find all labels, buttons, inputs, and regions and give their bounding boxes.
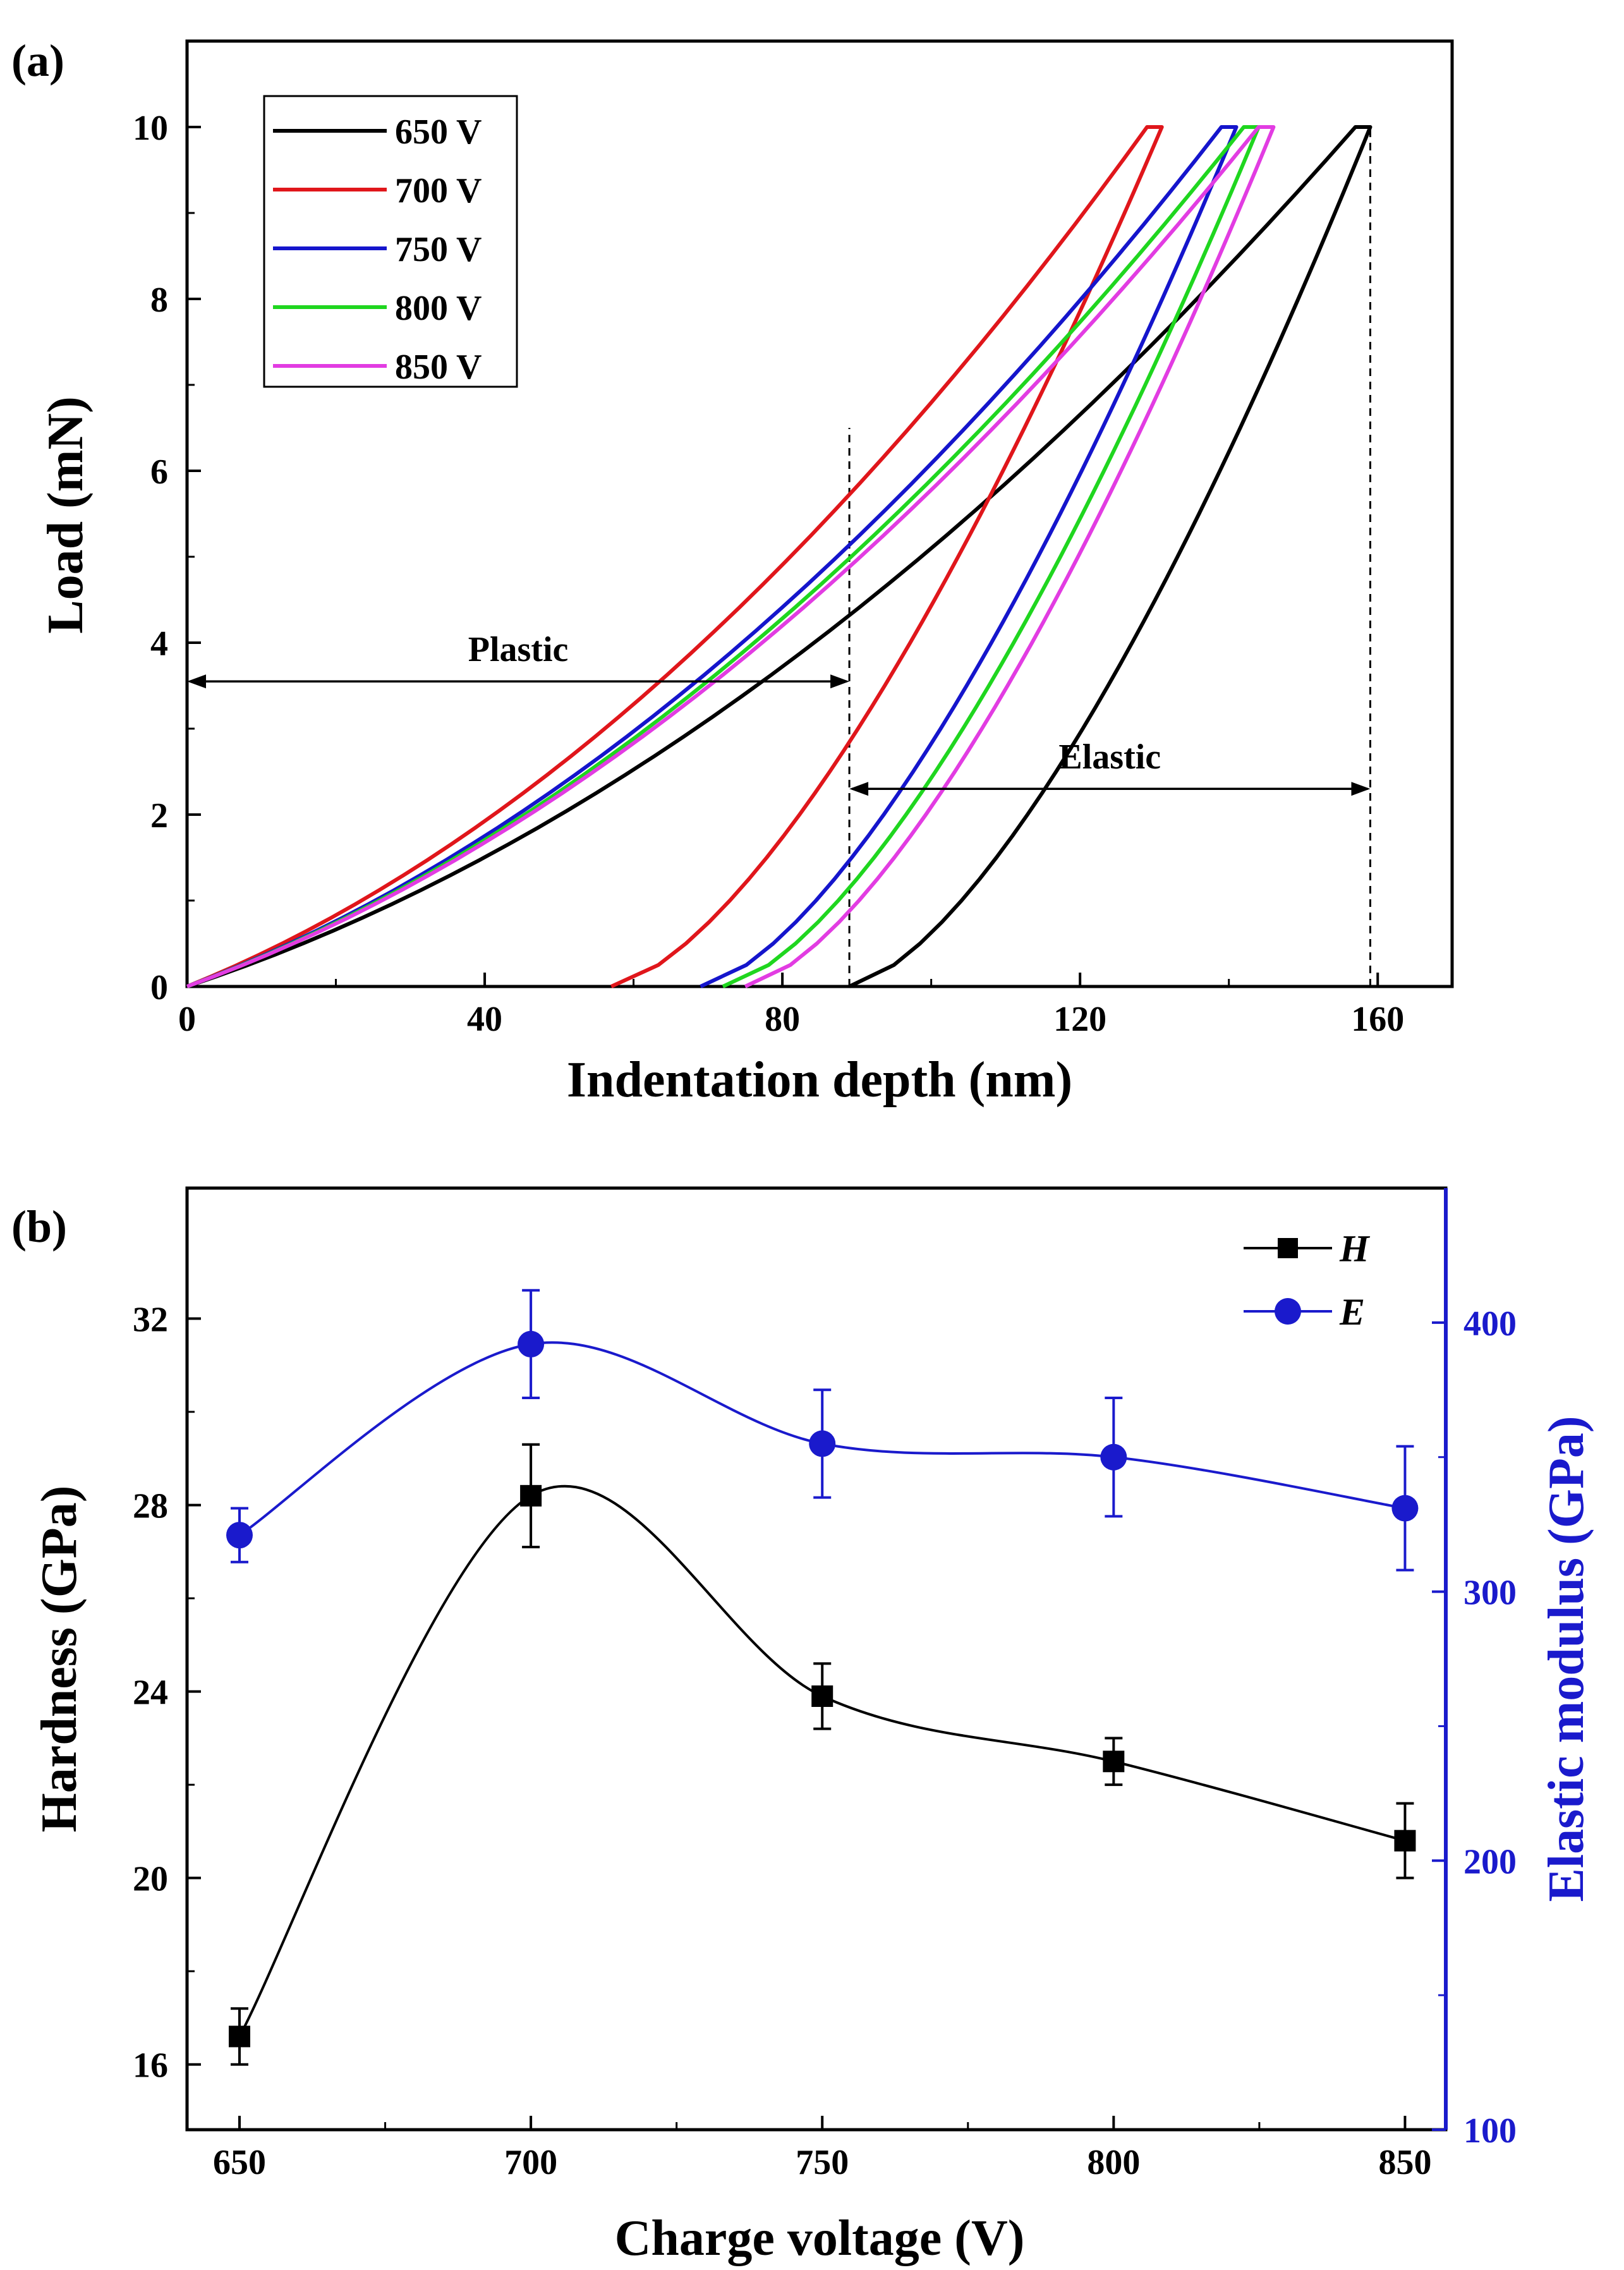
marker-e-850 — [1391, 1495, 1419, 1522]
x-tick-label-80: 80 — [765, 1000, 800, 1039]
b-y-tick-label-20: 20 — [133, 1860, 168, 1899]
marker-h-650 — [229, 2025, 250, 2048]
elastic-arrowhead-right — [1351, 782, 1371, 796]
panel-a-label: (a) — [11, 35, 64, 86]
legend-marker-e — [1275, 1298, 1301, 1325]
elastic-annotation: Elastic — [1058, 737, 1161, 777]
curve-850-v — [186, 125, 1276, 988]
plastic-arrowhead-right — [830, 674, 850, 689]
b-y2-tick-label-300: 300 — [1463, 1574, 1517, 1613]
marker-e-800 — [1100, 1443, 1127, 1471]
curve-800-v — [186, 125, 1261, 988]
y-tick-label-4: 4 — [150, 624, 168, 664]
plastic-annotation: Plastic — [468, 630, 569, 669]
marker-e-650 — [226, 1522, 253, 1549]
panel-b-y2-axis-title: Elastic modulus (GPa) — [1539, 1416, 1594, 1902]
b-y-tick-label-28: 28 — [133, 1487, 168, 1526]
b-x-tick-label-750: 750 — [796, 2143, 849, 2182]
panel-b: (b) 650 700 750 800 850 16 20 24 28 32 100 200 300 40… — [11, 1186, 1594, 2266]
panel-a-x-axis-title: Indentation depth (nm) — [567, 1052, 1072, 1108]
b-y2-tick-label-200: 200 — [1463, 1842, 1517, 1881]
legend-box — [263, 95, 518, 388]
curve-750-v — [186, 125, 1239, 988]
legend-label-e: E — [1339, 1291, 1365, 1333]
legend-marker-h — [1278, 1238, 1298, 1258]
marker-e-700 — [518, 1330, 545, 1357]
marker-e-750 — [809, 1430, 836, 1457]
b-y-tick-label-32: 32 — [133, 1301, 168, 1340]
legend-label-650v: 650 V — [395, 112, 482, 152]
y-tick-label-10: 10 — [133, 109, 168, 148]
b-y2-tick-label-100: 100 — [1463, 2111, 1517, 2151]
curve-700-v — [186, 125, 1164, 988]
b-x-tick-label-800: 800 — [1087, 2143, 1140, 2182]
marker-h-750 — [811, 1685, 833, 1708]
panel-b-legend: H E — [1244, 1228, 1371, 1333]
legend-label-700v: 700 V — [395, 171, 482, 210]
panel-a: (a) 0 40 80 120 160 0 2 4 6 8 10 Plastic Elastic 6… — [11, 35, 1454, 1108]
b-y-tick-label-24: 24 — [133, 1673, 168, 1713]
panel-b-y-axis-title: Hardness (GPa) — [32, 1486, 87, 1833]
legend-label-750v: 750 V — [395, 230, 482, 269]
plastic-arrowhead-left — [187, 674, 206, 689]
panel-a-plot-frame — [185, 39, 1454, 988]
x-tick-label-0: 0 — [178, 1000, 196, 1039]
panel-a-curves — [186, 125, 1373, 988]
y-tick-label-2: 2 — [150, 796, 168, 835]
legend-label-h: H — [1339, 1228, 1371, 1270]
curve-h — [238, 1484, 1405, 2037]
x-tick-label-160: 160 — [1351, 1000, 1404, 1039]
panel-a-reference-lines — [848, 127, 1371, 986]
marker-h-800 — [1103, 1751, 1125, 1773]
b-x-tick-label-700: 700 — [504, 2143, 557, 2182]
panel-b-plot-frame — [185, 1186, 1448, 2132]
b-x-tick-label-850: 850 — [1378, 2143, 1431, 2182]
panel-a-y-axis-title: Load (mN) — [38, 396, 94, 634]
panel-b-x-axis-title: Charge voltage (V) — [615, 2211, 1025, 2266]
panel-b-markers — [226, 1330, 1419, 2048]
legend-label-850v: 850 V — [395, 348, 482, 387]
b-y2-tick-label-400: 400 — [1463, 1304, 1517, 1344]
x-tick-label-40: 40 — [467, 1000, 502, 1039]
marker-h-700 — [520, 1484, 542, 1507]
b-y-tick-label-16: 16 — [133, 2046, 168, 2085]
panel-b-label: (b) — [11, 1201, 67, 1252]
panel-a-legend: 650 V 700 V 750 V 800 V 850 V — [263, 95, 518, 388]
panel-a-axis-ticks: 0 40 80 120 160 0 2 4 6 8 10 — [133, 109, 1404, 1039]
elastic-arrowhead-left — [849, 782, 869, 796]
x-tick-label-120: 120 — [1053, 1000, 1106, 1039]
y-tick-label-0: 0 — [150, 968, 168, 1007]
y-tick-label-8: 8 — [150, 281, 168, 320]
b-x-tick-label-650: 650 — [213, 2143, 266, 2182]
panel-b-axis-ticks: 650 700 750 800 850 16 20 24 28 32 100 200 300 400 — [133, 1301, 1517, 2182]
panel-a-annotations: Plastic Elastic — [187, 630, 1371, 796]
curve-650-v — [186, 125, 1373, 988]
legend-label-800v: 800 V — [395, 289, 482, 328]
marker-h-850 — [1394, 1830, 1416, 1852]
y-tick-label-6: 6 — [150, 452, 168, 492]
panel-b-error-bars — [231, 1289, 1414, 2066]
